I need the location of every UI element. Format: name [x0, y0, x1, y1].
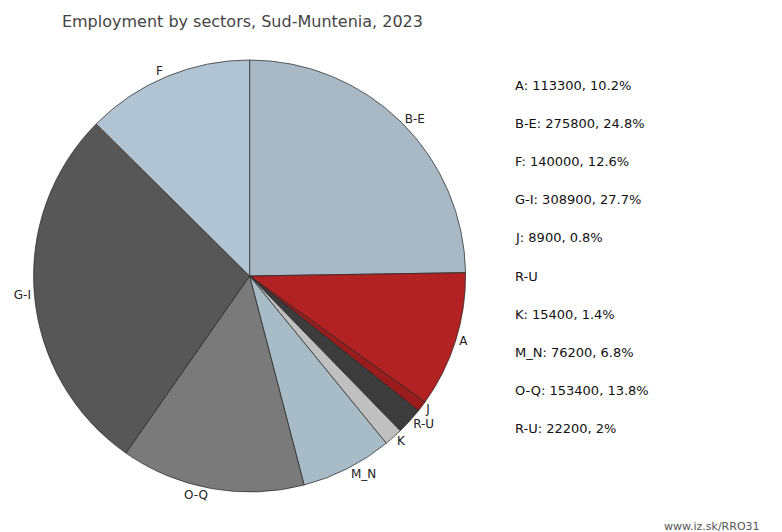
svg-text:K: K	[397, 434, 406, 448]
svg-text:R-U: R-U	[515, 269, 538, 284]
svg-text:G-I: G-I	[14, 288, 31, 302]
svg-text:Employment by sectors, Sud-Mun: Employment by sectors, Sud-Muntenia, 202…	[62, 12, 423, 31]
svg-text:R-U: 22200, 2%: R-U: 22200, 2%	[515, 421, 616, 436]
svg-text:B-E: 275800, 24.8%: B-E: 275800, 24.8%	[515, 116, 645, 131]
svg-text:A: 113300, 10.2%: A: 113300, 10.2%	[515, 78, 631, 93]
svg-text:B-E: B-E	[405, 112, 425, 126]
svg-text:O-Q: O-Q	[184, 488, 208, 502]
svg-text:G-I: 308900, 27.7%: G-I: 308900, 27.7%	[515, 192, 641, 207]
svg-text:F: 140000, 12.6%: F: 140000, 12.6%	[515, 154, 629, 169]
svg-text:J: 8900, 0.8%: J: 8900, 0.8%	[515, 230, 603, 245]
svg-text:J: J	[425, 402, 430, 416]
svg-text:K: 15400, 1.4%: K: 15400, 1.4%	[515, 307, 615, 322]
svg-text:M_N: 76200, 6.8%: M_N: 76200, 6.8%	[515, 345, 634, 360]
svg-text:R-U: R-U	[413, 417, 434, 431]
svg-text:M_N: M_N	[351, 467, 376, 481]
svg-text:www.iz.sk/RRO31: www.iz.sk/RRO31	[664, 520, 760, 532]
svg-text:O-Q: 153400, 13.8%: O-Q: 153400, 13.8%	[515, 383, 649, 398]
svg-text:A: A	[459, 334, 468, 348]
svg-text:F: F	[156, 64, 163, 78]
